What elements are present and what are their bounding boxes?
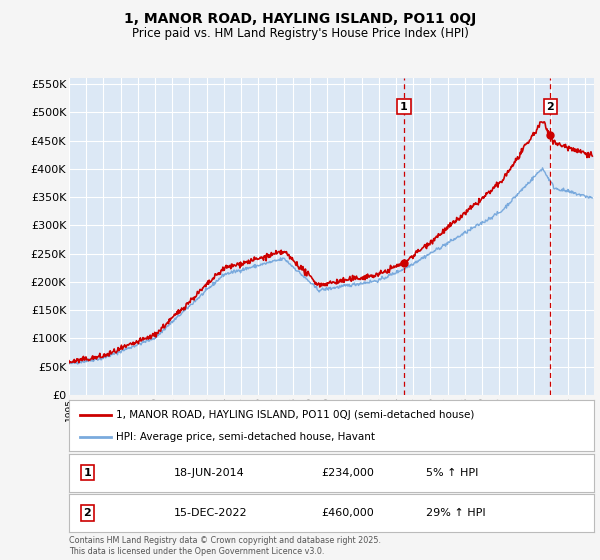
Text: 2: 2 <box>83 508 91 518</box>
Text: 18-JUN-2014: 18-JUN-2014 <box>174 468 245 478</box>
Text: Price paid vs. HM Land Registry's House Price Index (HPI): Price paid vs. HM Land Registry's House … <box>131 27 469 40</box>
Text: 1: 1 <box>400 102 408 111</box>
Text: 1: 1 <box>83 468 91 478</box>
Text: 29% ↑ HPI: 29% ↑ HPI <box>426 508 485 518</box>
Text: 15-DEC-2022: 15-DEC-2022 <box>174 508 248 518</box>
Text: 5% ↑ HPI: 5% ↑ HPI <box>426 468 478 478</box>
Text: £234,000: £234,000 <box>321 468 374 478</box>
Text: 2: 2 <box>547 102 554 111</box>
Text: £460,000: £460,000 <box>321 508 374 518</box>
Text: 1, MANOR ROAD, HAYLING ISLAND, PO11 0QJ: 1, MANOR ROAD, HAYLING ISLAND, PO11 0QJ <box>124 12 476 26</box>
Text: Contains HM Land Registry data © Crown copyright and database right 2025.
This d: Contains HM Land Registry data © Crown c… <box>69 536 381 556</box>
Text: 1, MANOR ROAD, HAYLING ISLAND, PO11 0QJ (semi-detached house): 1, MANOR ROAD, HAYLING ISLAND, PO11 0QJ … <box>116 409 475 419</box>
Text: HPI: Average price, semi-detached house, Havant: HPI: Average price, semi-detached house,… <box>116 432 375 442</box>
